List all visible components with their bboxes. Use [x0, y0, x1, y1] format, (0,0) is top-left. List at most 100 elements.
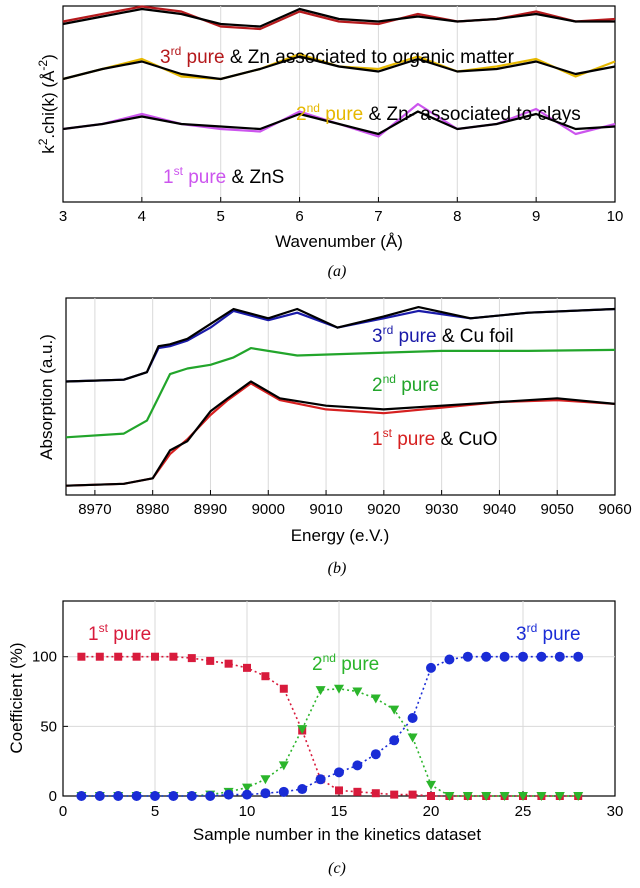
panel-c-series-line — [81, 687, 579, 797]
panel-a-series-line — [62, 55, 616, 81]
panel-c-lines — [81, 655, 579, 797]
panel-c-marker-circle — [573, 651, 584, 662]
panel-c-marker-circle — [462, 651, 473, 662]
panel-c-marker-circle — [297, 784, 308, 795]
panel-a-tick-label: 7 — [374, 208, 382, 225]
panel-a-tick-label: 5 — [217, 208, 225, 225]
panel-b-tick-label: 9010 — [309, 501, 342, 518]
b-anno2-num: 2 — [372, 375, 383, 396]
panel-a-tick-label: 8 — [453, 208, 461, 225]
panel-c-marker-circle — [168, 791, 179, 801]
panel-b-tick-label: 9030 — [425, 501, 458, 518]
a-anno1-pure: pure — [183, 167, 226, 188]
a-anno3-pure: pure — [181, 47, 224, 68]
panel-a-annotation-2nd: 2nd pure & Zn- associated to clays — [296, 101, 581, 125]
c-anno2-num: 2 — [312, 654, 323, 675]
panel-c-ytick-label: 50 — [40, 718, 57, 735]
b-anno3-sup: rd — [383, 323, 394, 337]
panel-c-marker-triangle — [352, 687, 363, 697]
panel-c-marker-circle — [186, 791, 197, 801]
panel-c-marker-circle — [518, 651, 528, 662]
c-anno1-sup: st — [99, 621, 109, 635]
panel-c-marker-square — [335, 786, 343, 795]
panel-c-annotation-2nd: 2nd pure — [312, 651, 379, 675]
panel-c-marker-square — [279, 684, 288, 693]
panel-b-tick-label: 8970 — [78, 501, 111, 518]
panel-c-marker-square — [371, 789, 380, 798]
panel-b-series-line — [65, 347, 616, 439]
panel-a-series-line — [62, 7, 615, 28]
panel-c-marker-circle — [444, 654, 455, 665]
panel-b-tick-label: 9020 — [367, 501, 400, 518]
panel-c-chart: 0 5 10 15 20 25 30 0 50 100 Sample number in the … — [7, 600, 623, 877]
panel-c-marker-circle — [407, 713, 418, 723]
panel-a-tick-label: 6 — [295, 208, 303, 225]
panel-b-annotation-2nd: 2nd pure — [372, 372, 439, 396]
panel-b-tick-label: 9060 — [598, 501, 631, 518]
panel-c-marker-circle — [150, 791, 160, 801]
panel-c-marker-triangle — [389, 705, 400, 715]
panel-c-marker-triangle — [518, 792, 528, 801]
panel-a-xlabel: Wavenumber (Å) — [275, 232, 403, 251]
panel-a-chart: 3 4 5 6 7 8 9 10 Wavenumber (Å) k2.chi(k) (Å-2)… — [36, 5, 623, 280]
panel-c-xtick-label: 5 — [151, 803, 159, 820]
panel-c-xtick-label: 25 — [515, 803, 532, 820]
a-anno1-sup: st — [174, 164, 184, 178]
panel-c-marker-circle — [499, 651, 510, 662]
panel-a-ylabel-sup2: -2 — [36, 60, 50, 71]
b-anno3-rest: & Cu foil — [437, 326, 514, 347]
panel-c-xlabel: Sample number in the kinetics dataset — [193, 825, 481, 844]
panel-b-caption: (b) — [328, 560, 347, 577]
panel-b-series-line — [65, 382, 616, 487]
panel-c-marker-triangle — [444, 792, 455, 801]
a-anno3-num: 3 — [160, 47, 171, 68]
panel-b-series-line — [65, 306, 616, 383]
panel-c-series-line — [81, 655, 579, 797]
panel-c-marker-circle — [389, 735, 400, 746]
panel-c-caption: (c) — [328, 860, 346, 877]
panel-c-marker-triangle — [536, 792, 547, 801]
c-anno1-pure: pure — [108, 624, 151, 645]
panel-c-marker-square — [132, 652, 141, 661]
panel-c-marker-triangle — [499, 792, 510, 801]
panel-b-lines — [65, 306, 616, 487]
panel-b-tick-label: 9040 — [483, 501, 516, 518]
panel-c-marker-square — [243, 663, 251, 672]
panel-c-marker-circle — [76, 791, 87, 801]
panel-c-annotation-3rd: 3rd pure — [516, 621, 581, 645]
panel-c-marker-triangle — [426, 780, 436, 790]
panel-a-series-line — [62, 110, 616, 136]
panel-c-xtick-label: 0 — [59, 803, 67, 820]
panel-c-marker-square — [114, 652, 123, 661]
panel-c-marker-circle — [426, 662, 436, 673]
panel-c-marker-square — [427, 792, 435, 800]
panel-c-marker-square — [187, 654, 196, 663]
panel-a-annotation-3rd: 3rd pure & Zn associated to organic matt… — [160, 44, 515, 68]
panel-c-marker-triangle — [481, 792, 492, 801]
b-anno1-num: 1 — [372, 429, 383, 450]
panel-c-marker-square — [95, 652, 104, 661]
panel-c-marker-circle — [334, 767, 344, 778]
panel-c-marker-triangle — [260, 775, 271, 785]
panel-a-lines — [62, 5, 616, 138]
panel-c-marker-triangle — [573, 792, 584, 801]
a-anno2-sup: nd — [307, 101, 320, 115]
panel-a-tick-label: 9 — [532, 208, 540, 225]
c-anno1-num: 1 — [88, 624, 99, 645]
panel-b-chart: 8970 8980 8990 9000 9010 9020 9030 9040 9050 9060… — [37, 297, 632, 577]
a-anno2-num: 2 — [296, 104, 307, 125]
panel-b-annotation-1st: 1st pure & CuO — [372, 426, 498, 450]
panel-c-marker-square — [151, 652, 159, 661]
panel-a-ylabel-base: k — [39, 145, 58, 154]
panel-c-marker-circle — [223, 789, 234, 800]
a-anno3-sup: rd — [171, 44, 182, 58]
a-anno3-rest: & Zn associated to organic matter — [225, 47, 515, 68]
panel-c-marker-circle — [242, 789, 252, 800]
panel-b-xlabel: Energy (e.V.) — [291, 526, 390, 545]
panel-b-tick-label: 9050 — [541, 501, 574, 518]
panel-c-marker-triangle — [278, 761, 289, 771]
panel-c-marker-triangle — [407, 733, 418, 743]
b-anno1-pure: pure — [392, 429, 435, 450]
b-anno3-pure: pure — [393, 326, 436, 347]
panel-a-ylabel-mid: .chi(k) (Å — [39, 70, 58, 139]
